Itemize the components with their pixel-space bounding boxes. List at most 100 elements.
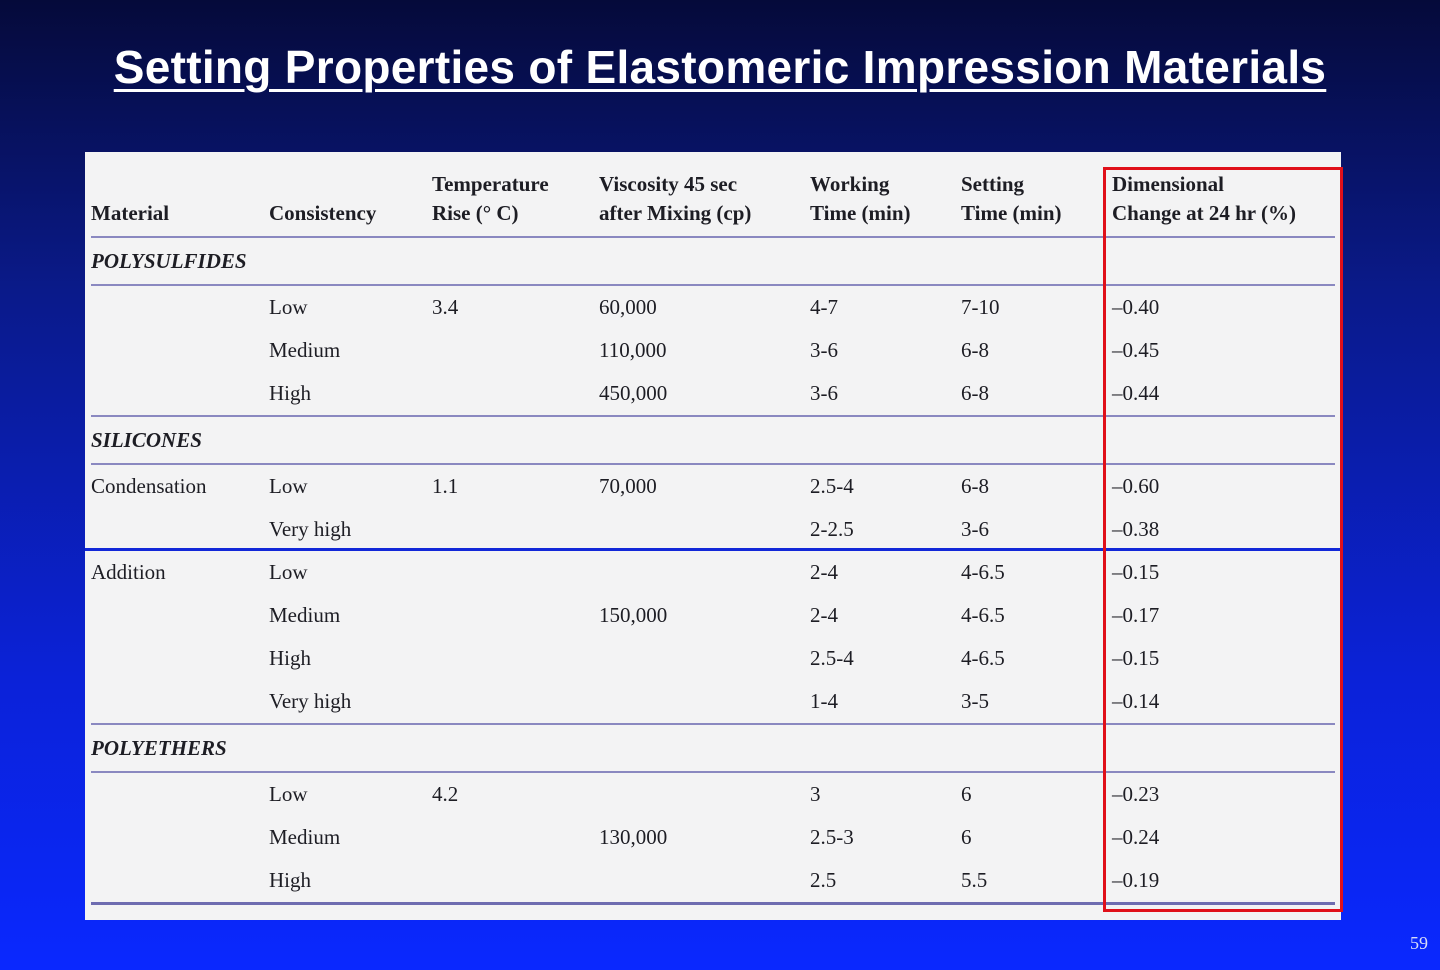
- cell-dimensional-change: –0.15: [1112, 646, 1160, 670]
- cell-working-time: 4-7: [810, 295, 838, 319]
- cell-setting-time: 3-5: [961, 680, 1112, 725]
- cell-setting-time: 6-8: [961, 372, 1112, 417]
- header-temperature: Temperature Rise (° C): [432, 164, 599, 238]
- cell-consistency: Very high: [269, 680, 432, 725]
- cell-setting-time: 6-8: [961, 474, 989, 498]
- header-dimensional-change: Dimensional Change at 24 hr (%): [1112, 164, 1335, 238]
- cell-dimensional-change: –0.45: [1112, 338, 1160, 362]
- cell-working-time: 3: [810, 782, 821, 806]
- cell-material: Condensation: [91, 474, 207, 498]
- cell-dimensional-change: –0.38: [1112, 517, 1160, 541]
- section-row-polysulfides: POLYSULFIDES: [91, 237, 1335, 286]
- properties-table: Material Consistency Temperature Rise (° …: [91, 164, 1335, 905]
- cell-setting-time: 6: [961, 825, 972, 849]
- cell-consistency: Medium: [269, 338, 341, 362]
- section-label: POLYSULFIDES: [91, 237, 1335, 286]
- cell-material: [91, 637, 269, 680]
- cell-working-time: 1-4: [810, 680, 961, 725]
- slide-title: Setting Properties of Elastomeric Impres…: [113, 41, 1327, 93]
- cell-consistency: High: [269, 859, 432, 905]
- cell-consistency: Low: [269, 474, 308, 498]
- table-row: Medium 150,000 2-4 4-6.5 –0.17: [91, 594, 1335, 637]
- cell-consistency: Medium: [269, 603, 341, 627]
- table-row: Medium 110,000 3-6 6-8 –0.45: [91, 329, 1335, 372]
- cell-working-time: 3-6: [810, 372, 961, 417]
- cell-working-time: 2.5-4: [810, 646, 854, 670]
- cell-material: [91, 508, 269, 551]
- cell-working-time: 2.5: [810, 859, 961, 905]
- header-viscosity: Viscosity 45 sec after Mixing (cp): [599, 164, 810, 238]
- silicones-addition-divider: [85, 548, 1341, 551]
- cell-dimensional-change: –0.23: [1112, 782, 1160, 806]
- cell-working-time: 2.5-4: [810, 474, 854, 498]
- section-label: SILICONES: [91, 416, 1335, 465]
- cell-temperature: [432, 508, 599, 551]
- table-row: Low 4.2 3 6 –0.23: [91, 772, 1335, 816]
- header-material: Material: [91, 164, 269, 238]
- cell-working-time: 2-4: [810, 560, 838, 584]
- cell-temperature: [432, 816, 599, 859]
- section-label: POLYETHERS: [91, 724, 1335, 773]
- cell-viscosity: [599, 508, 810, 551]
- cell-consistency: Medium: [269, 825, 341, 849]
- cell-setting-time: 7-10: [961, 295, 1000, 319]
- cell-working-time: 2.5-3: [810, 825, 854, 849]
- cell-temperature: [432, 637, 599, 680]
- cell-consistency: Low: [269, 295, 308, 319]
- cell-temperature: 3.4: [432, 295, 459, 319]
- cell-material: [91, 680, 269, 725]
- cell-temperature: [432, 859, 599, 905]
- cell-material: [91, 285, 269, 329]
- table-row: Low 3.4 60,000 4-7 7-10 –0.40: [91, 285, 1335, 329]
- cell-temperature: 4.2: [432, 782, 459, 806]
- table-row: Medium 130,000 2.5-3 6 –0.24: [91, 816, 1335, 859]
- header-setting-time: Setting Time (min): [961, 164, 1112, 238]
- cell-dimensional-change: –0.17: [1112, 603, 1160, 627]
- cell-viscosity: [599, 859, 810, 905]
- cell-setting-time: 6-8: [961, 338, 989, 362]
- cell-dimensional-change: –0.14: [1112, 680, 1335, 725]
- cell-viscosity: 450,000: [599, 372, 810, 417]
- cell-material: [91, 772, 269, 816]
- cell-temperature: [432, 551, 599, 594]
- cell-viscosity: [599, 637, 810, 680]
- cell-viscosity: 70,000: [599, 474, 657, 498]
- section-row-silicones: SILICONES: [91, 416, 1335, 465]
- cell-dimensional-change: –0.40: [1112, 295, 1160, 319]
- cell-viscosity: 60,000: [599, 295, 657, 319]
- table-row: High 2.5-4 4-6.5 –0.15: [91, 637, 1335, 680]
- table-row: Addition Low 2-4 4-6.5 –0.15: [91, 551, 1335, 594]
- cell-dimensional-change: –0.60: [1112, 474, 1160, 498]
- cell-viscosity: 110,000: [599, 338, 667, 362]
- header-working-time: Working Time (min): [810, 164, 961, 238]
- table-row: Very high 1-4 3-5 –0.14: [91, 680, 1335, 725]
- cell-consistency: High: [269, 646, 311, 670]
- dimensional-change-highlight: [1103, 167, 1343, 912]
- cell-viscosity: 150,000: [599, 603, 668, 627]
- cell-dimensional-change: –0.15: [1112, 560, 1160, 584]
- cell-material: [91, 329, 269, 372]
- header-consistency: Consistency: [269, 164, 432, 238]
- cell-consistency: Low: [269, 560, 308, 584]
- cell-material: [91, 594, 269, 637]
- header-row: Material Consistency Temperature Rise (° …: [91, 164, 1335, 238]
- cell-consistency: Very high: [269, 517, 352, 541]
- cell-consistency: Low: [269, 782, 308, 806]
- cell-dimensional-change: –0.24: [1112, 825, 1160, 849]
- section-row-polyethers: POLYETHERS: [91, 724, 1335, 773]
- table-row: High 2.5 5.5 –0.19: [91, 859, 1335, 905]
- cell-material: Addition: [91, 560, 166, 584]
- cell-viscosity: [599, 680, 810, 725]
- cell-temperature: [432, 372, 599, 417]
- cell-viscosity: 130,000: [599, 825, 668, 849]
- cell-setting-time: 6: [961, 782, 972, 806]
- table-row: Very high 2-2.5 3-6 –0.38: [91, 508, 1335, 551]
- cell-setting-time: 3-6: [961, 517, 989, 541]
- cell-setting-time: 5.5: [961, 859, 1112, 905]
- cell-material: [91, 372, 269, 417]
- cell-viscosity: [599, 551, 810, 594]
- table-panel: Material Consistency Temperature Rise (° …: [85, 152, 1341, 920]
- cell-temperature: 1.1: [432, 474, 459, 498]
- cell-temperature: [432, 329, 599, 372]
- cell-material: [91, 816, 269, 859]
